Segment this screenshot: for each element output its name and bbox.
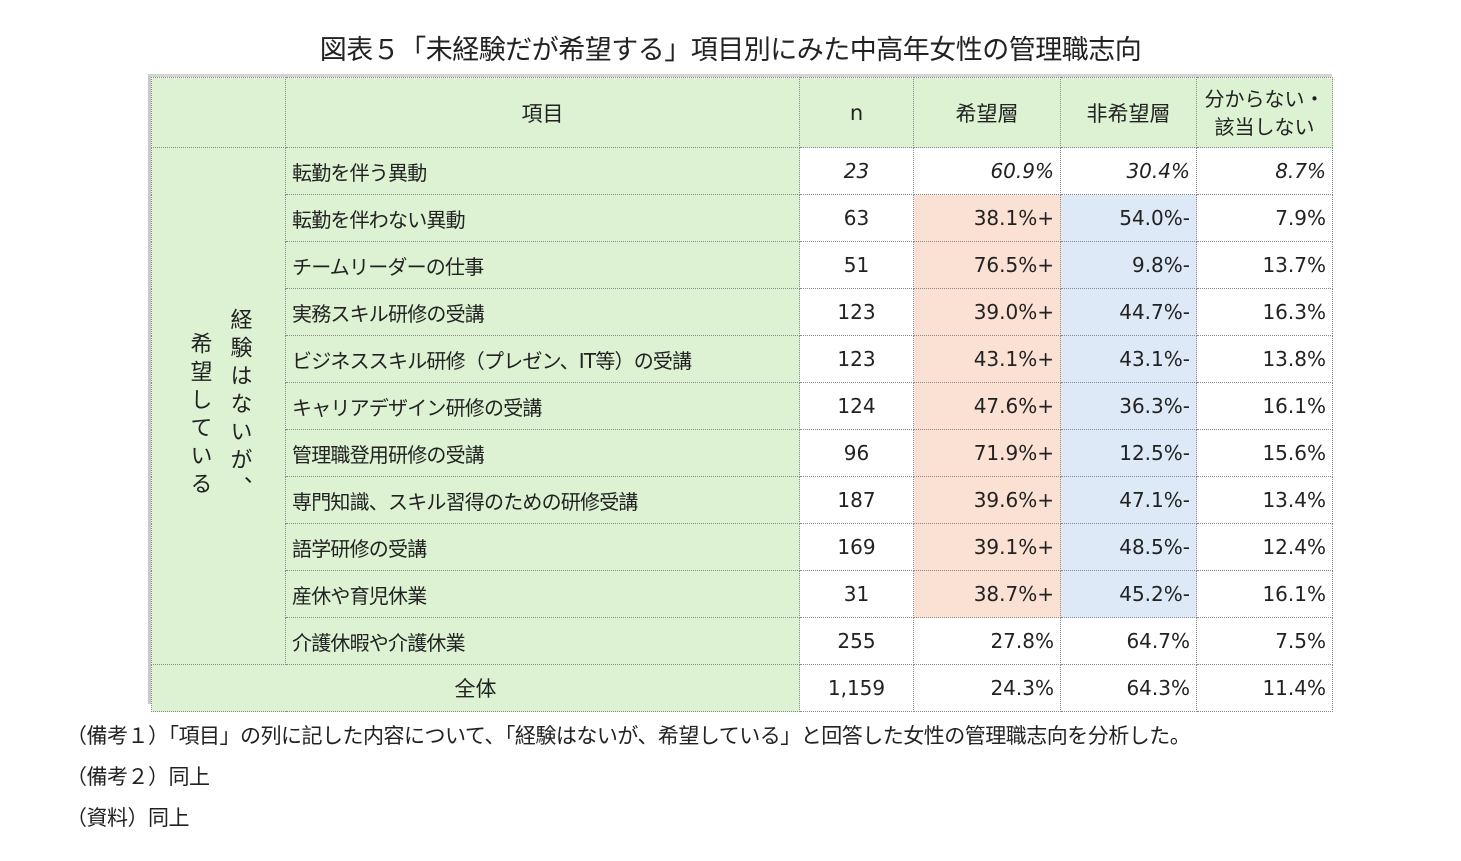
header-n: n [799, 77, 914, 148]
row-wish: 38.7%+ [913, 570, 1061, 618]
total-nonwish: 64.3% [1060, 664, 1197, 712]
note-2: （備考２）同上 [66, 765, 210, 789]
row-unknown: 7.9% [1196, 194, 1333, 242]
table-row: 管理職登用研修の受講 96 71.9%+ 12.5%- 15.6% [152, 429, 1333, 477]
row-n: 96 [799, 429, 914, 477]
row-nonwish: 45.2%- [1060, 570, 1197, 618]
row-item: ビジネススキル研修（プレゼン、IT等）の受講 [285, 335, 800, 383]
row-unknown: 16.1% [1196, 382, 1333, 430]
row-item: 専門知識、スキル習得のための研修受講 [285, 476, 800, 524]
row-nonwish: 44.7%- [1060, 288, 1197, 336]
row-item: 転勤を伴わない異動 [285, 194, 800, 242]
results-table: 項目 n 希望層 非希望層 分からない・ 該当しない 経験はないが、 希望してい… [151, 77, 1333, 712]
header-row: 項目 n 希望層 非希望層 分からない・ 該当しない [151, 77, 1333, 148]
row-nonwish: 12.5%- [1060, 429, 1197, 477]
row-wish: 39.0%+ [913, 288, 1061, 336]
row-wish: 71.9%+ [913, 429, 1061, 477]
total-unknown: 11.4% [1196, 664, 1333, 712]
row-nonwish: 30.4% [1060, 147, 1197, 195]
row-item: 介護休暇や介護休業 [285, 617, 800, 665]
total-label: 全体 [151, 664, 800, 712]
row-nonwish: 54.0%- [1060, 194, 1197, 242]
table-row: 産休や育児休業 31 38.7%+ 45.2%- 16.1% [152, 570, 1333, 618]
row-unknown: 13.8% [1196, 335, 1333, 383]
row-item: チームリーダーの仕事 [285, 241, 800, 289]
total-n: 1,159 [799, 664, 914, 712]
note-source: （資料）同上 [66, 806, 190, 830]
group-label-col1: 経験はないが、 [226, 307, 252, 504]
row-unknown: 13.4% [1196, 476, 1333, 524]
row-nonwish: 36.3%- [1060, 382, 1197, 430]
group-label-cell: 経験はないが、 希望している [151, 147, 286, 665]
row-item: 転勤を伴う異動 [285, 147, 800, 195]
header-item: 項目 [285, 77, 800, 148]
header-group [151, 77, 286, 148]
total-wish: 24.3% [913, 664, 1061, 712]
row-unknown: 8.7% [1196, 147, 1333, 195]
row-item: 管理職登用研修の受講 [285, 429, 800, 477]
row-item: 実務スキル研修の受講 [285, 288, 800, 336]
header-nonwish: 非希望層 [1060, 77, 1197, 148]
row-wish: 39.1%+ [913, 523, 1061, 571]
row-n: 123 [799, 288, 914, 336]
row-n: 123 [799, 335, 914, 383]
row-wish: 39.6%+ [913, 476, 1061, 524]
row-n: 187 [799, 476, 914, 524]
row-n: 124 [799, 382, 914, 430]
total-row: 全体 1,159 24.3% 64.3% 11.4% [151, 664, 1333, 712]
notes: （備考１）「項目」の列に記した内容について、「経験はないが、希望している」と回答… [66, 716, 1191, 839]
table-row: ビジネススキル研修（プレゼン、IT等）の受講 123 43.1%+ 43.1%-… [152, 335, 1333, 383]
table-row: 転勤を伴わない異動 63 38.1%+ 54.0%- 7.9% [152, 194, 1333, 242]
results-table-container: 項目 n 希望層 非希望層 分からない・ 該当しない 経験はないが、 希望してい… [148, 74, 1333, 712]
row-wish: 27.8% [913, 617, 1061, 665]
note-1: （備考１）「項目」の列に記した内容について、「経験はないが、希望している」と回答… [66, 724, 1191, 748]
header-unknown-line2: 該当しない [1214, 114, 1315, 139]
row-n: 63 [799, 194, 914, 242]
row-nonwish: 64.7% [1060, 617, 1197, 665]
row-item: 産休や育児休業 [285, 570, 800, 618]
row-item: 語学研修の受講 [285, 523, 800, 571]
row-n: 31 [799, 570, 914, 618]
table-row: キャリアデザイン研修の受講 124 47.6%+ 36.3%- 16.1% [152, 382, 1333, 430]
row-n: 169 [799, 523, 914, 571]
row-wish: 38.1%+ [913, 194, 1061, 242]
row-item: キャリアデザイン研修の受講 [285, 382, 800, 430]
row-unknown: 7.5% [1196, 617, 1333, 665]
row-unknown: 16.3% [1196, 288, 1333, 336]
row-n: 255 [799, 617, 914, 665]
table-row: 実務スキル研修の受講 123 39.0%+ 44.7%- 16.3% [152, 288, 1333, 336]
row-wish: 76.5%+ [913, 241, 1061, 289]
row-nonwish: 43.1%- [1060, 335, 1197, 383]
row-nonwish: 48.5%- [1060, 523, 1197, 571]
row-nonwish: 9.8%- [1060, 241, 1197, 289]
table-row: 専門知識、スキル習得のための研修受講 187 39.6%+ 47.1%- 13.… [152, 476, 1333, 524]
row-unknown: 16.1% [1196, 570, 1333, 618]
header-unknown-line1: 分からない・ [1204, 86, 1325, 111]
header-wish: 希望層 [913, 77, 1061, 148]
figure-title: 図表５「未経験だが希望する」項目別にみた中高年女性の管理職志向 [319, 35, 1142, 66]
row-unknown: 15.6% [1196, 429, 1333, 477]
row-wish: 43.1%+ [913, 335, 1061, 383]
row-n: 23 [799, 147, 914, 195]
table-row: 介護休暇や介護休業 255 27.8% 64.7% 7.5% [152, 617, 1333, 665]
row-wish: 47.6%+ [913, 382, 1061, 430]
row-unknown: 12.4% [1196, 523, 1333, 571]
table-row: 経験はないが、 希望している 転勤を伴う異動 23 60.9% 30.4% 8.… [151, 147, 1333, 665]
row-unknown: 13.7% [1196, 241, 1333, 289]
header-unknown: 分からない・ 該当しない [1196, 77, 1333, 148]
row-wish: 60.9% [913, 147, 1061, 195]
row-nonwish: 47.1%- [1060, 476, 1197, 524]
row-n: 51 [799, 241, 914, 289]
table-row: 語学研修の受講 169 39.1%+ 48.5%- 12.4% [152, 523, 1333, 571]
group-label-col2: 希望している [186, 331, 212, 500]
table-row: チームリーダーの仕事 51 76.5%+ 9.8%- 13.7% [152, 241, 1333, 289]
